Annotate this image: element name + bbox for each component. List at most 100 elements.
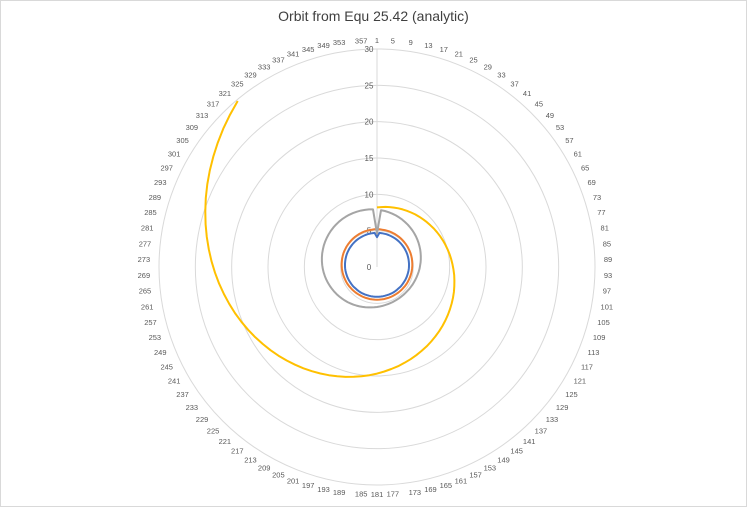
category-label: 229 [196, 415, 209, 424]
category-label: 133 [546, 415, 559, 424]
radial-tick-label: 10 [365, 190, 374, 199]
category-label: 117 [581, 363, 593, 372]
category-label: 285 [144, 208, 157, 217]
category-label: 313 [196, 111, 209, 120]
category-label: 1 [375, 36, 379, 45]
category-label: 305 [176, 136, 189, 145]
category-label: 113 [587, 348, 599, 357]
category-label: 37 [510, 79, 518, 88]
category-label: 57 [565, 136, 573, 145]
category-label: 289 [149, 193, 162, 202]
category-label: 273 [138, 255, 151, 264]
category-label: 25 [469, 56, 477, 65]
category-label: 221 [219, 437, 232, 446]
category-label: 41 [523, 89, 531, 98]
category-label: 109 [593, 333, 606, 342]
category-label: 317 [207, 100, 220, 109]
category-label: 197 [302, 481, 315, 490]
category-label: 333 [258, 63, 271, 72]
category-label: 73 [593, 193, 601, 202]
category-label: 269 [138, 271, 151, 280]
category-label: 13 [424, 41, 432, 50]
category-label: 181 [371, 490, 384, 499]
category-label: 49 [546, 111, 554, 120]
category-label: 277 [139, 239, 152, 248]
category-label: 325 [231, 79, 244, 88]
category-label: 337 [272, 56, 285, 65]
category-label: 129 [556, 403, 569, 412]
category-label: 17 [440, 45, 448, 54]
category-label: 157 [469, 470, 482, 479]
series-line-2 [340, 228, 414, 301]
category-label: 121 [574, 377, 587, 386]
category-label: 225 [207, 426, 220, 435]
category-label: 357 [355, 37, 368, 46]
category-label: 137 [535, 426, 548, 435]
category-label: 65 [581, 163, 589, 172]
category-label: 353 [333, 38, 346, 47]
category-label: 281 [141, 224, 154, 233]
category-label: 233 [186, 403, 199, 412]
category-label: 81 [601, 224, 609, 233]
series-line-1 [344, 231, 410, 298]
category-label: 261 [141, 302, 154, 311]
category-label: 177 [387, 489, 400, 498]
category-label: 61 [574, 150, 582, 159]
category-label: 193 [317, 485, 330, 494]
category-label: 33 [497, 70, 505, 79]
category-label: 301 [168, 150, 181, 159]
radial-tick-label: 25 [365, 81, 374, 90]
category-label: 189 [333, 488, 346, 497]
category-label: 165 [440, 481, 453, 490]
category-label: 209 [258, 463, 271, 472]
category-label: 149 [497, 456, 510, 465]
category-label: 245 [160, 363, 173, 372]
category-label: 145 [510, 447, 523, 456]
category-label: 345 [302, 45, 315, 54]
category-label: 69 [587, 178, 595, 187]
category-label: 185 [355, 489, 368, 498]
radial-tick-label: 5 [367, 227, 372, 236]
radial-tick-label: 30 [365, 45, 374, 54]
category-label: 85 [603, 239, 611, 248]
category-label: 89 [604, 255, 612, 264]
category-label: 169 [424, 485, 437, 494]
category-label: 309 [186, 123, 199, 132]
category-label: 45 [535, 100, 543, 109]
category-label: 161 [455, 476, 468, 485]
category-label: 141 [523, 437, 536, 446]
category-label: 21 [455, 50, 463, 59]
category-label: 217 [231, 447, 244, 456]
category-label: 5 [391, 37, 395, 46]
category-label: 205 [272, 470, 285, 479]
category-label: 297 [160, 163, 173, 172]
category-label: 101 [601, 302, 614, 311]
category-label: 173 [409, 488, 422, 497]
category-label: 201 [287, 476, 300, 485]
category-label: 105 [597, 318, 610, 327]
category-label: 237 [176, 390, 189, 399]
radial-tick-label: 0 [367, 263, 372, 272]
category-label: 265 [139, 287, 152, 296]
category-label: 77 [597, 208, 605, 217]
category-label: 29 [484, 63, 492, 72]
category-label: 329 [244, 70, 257, 79]
category-label: 249 [154, 348, 167, 357]
radial-tick-label: 20 [365, 118, 374, 127]
category-label: 125 [565, 390, 578, 399]
category-label: 213 [244, 456, 257, 465]
category-label: 97 [603, 287, 611, 296]
chart-title: Orbit from Equ 25.42 (analytic) [278, 8, 469, 24]
category-label: 293 [154, 178, 167, 187]
category-label: 341 [287, 50, 300, 59]
category-label: 241 [168, 377, 181, 386]
category-label: 9 [409, 38, 413, 47]
category-label: 93 [604, 271, 612, 280]
radial-tick-label: 15 [365, 154, 374, 163]
category-label: 153 [484, 463, 497, 472]
category-label: 321 [219, 89, 232, 98]
series-line-3 [320, 208, 422, 309]
category-label: 257 [144, 318, 157, 327]
